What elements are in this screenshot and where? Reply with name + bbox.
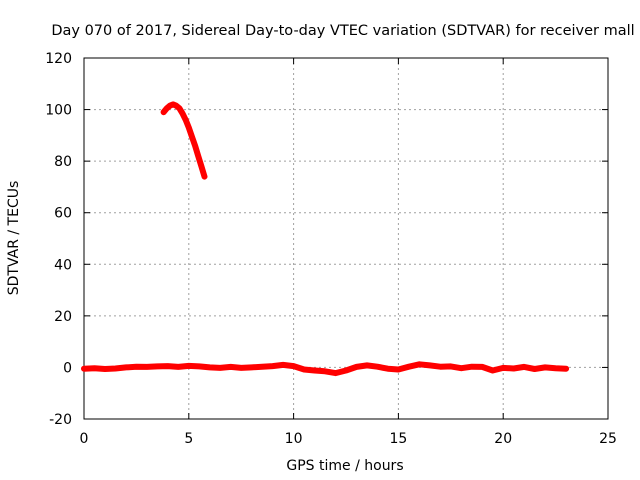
- plot-frame: [83, 57, 609, 420]
- y-tick-label: 40: [54, 257, 72, 273]
- series-line-satellite-arc-high: [160, 101, 208, 180]
- series-line-satellite-arcs-near-zero: [81, 361, 570, 377]
- y-axis-label: SDTVAR / TECUs: [6, 181, 22, 296]
- y-tick-label: 60: [54, 206, 72, 222]
- axis-ticks: 0 5 10 15 20 25 -20 0 20 40 60 80 100 120: [45, 51, 617, 447]
- y-tick-label: 100: [45, 103, 72, 119]
- x-tick-label: 10: [285, 431, 303, 447]
- x-tick-label: 25: [599, 431, 617, 447]
- y-tick-label: 0: [63, 360, 72, 376]
- x-tick-label: 20: [494, 431, 512, 447]
- x-axis-label: GPS time / hours: [286, 458, 403, 474]
- x-tick-label: 15: [389, 431, 407, 447]
- y-tick-label: -20: [49, 412, 72, 428]
- x-tick-label: 0: [80, 431, 89, 447]
- series-layer: [81, 101, 570, 377]
- y-tick-label: 80: [54, 154, 72, 170]
- x-tick-label: 5: [184, 431, 193, 447]
- chart-title: Day 070 of 2017, Sidereal Day-to-day VTE…: [51, 23, 634, 39]
- y-tick-label: 120: [45, 51, 72, 67]
- y-tick-label: 20: [54, 309, 72, 325]
